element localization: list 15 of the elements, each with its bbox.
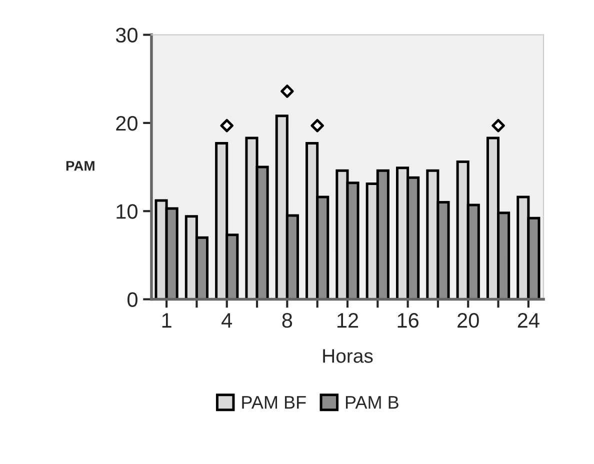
x-tick-label: 20 bbox=[458, 313, 479, 328]
x-tick-label: 16 bbox=[398, 313, 418, 328]
legend-label: PAM B bbox=[346, 396, 398, 409]
y-axis-title: PAM bbox=[66, 161, 94, 171]
legend-label: PAM BF bbox=[242, 396, 306, 409]
x-tick-label: 4 bbox=[222, 313, 232, 328]
x-tick-label: 12 bbox=[337, 313, 358, 328]
x-axis-title: Horas bbox=[323, 349, 373, 363]
y-tick-label: 30 bbox=[116, 28, 138, 43]
y-tick-label: 20 bbox=[116, 116, 138, 131]
y-tick-label: 10 bbox=[116, 204, 138, 219]
x-tick-label: 1 bbox=[162, 313, 172, 328]
x-tick-label: 8 bbox=[282, 313, 292, 328]
y-tick-label: 0 bbox=[128, 292, 138, 308]
x-tick-label: 24 bbox=[518, 313, 540, 328]
